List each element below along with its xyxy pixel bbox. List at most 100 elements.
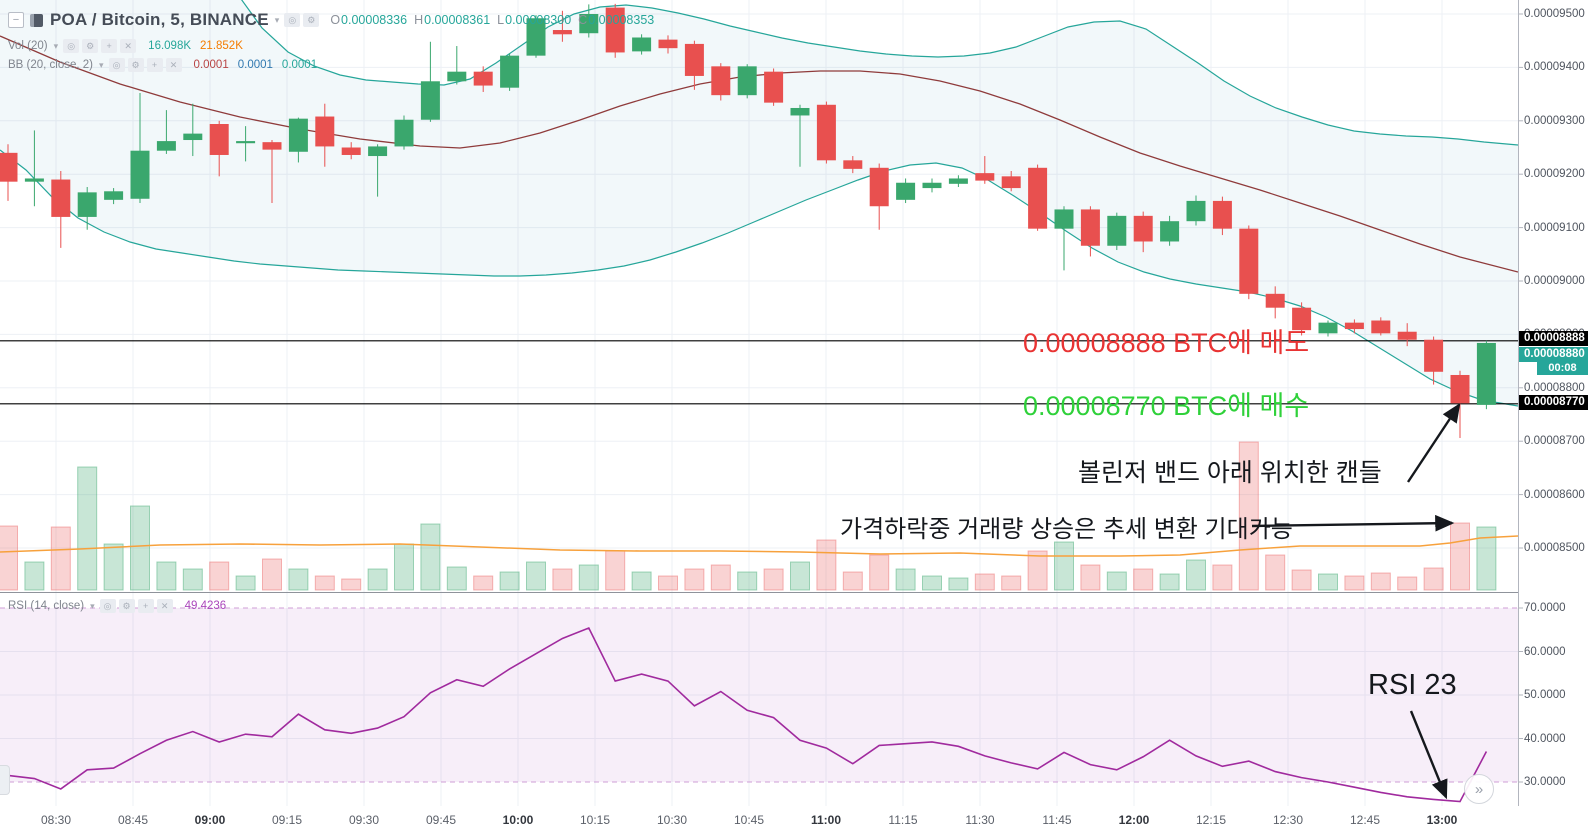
volume-ma-value: 21.852K <box>200 40 243 52</box>
rsi-indicator-legend: RSI (14, close) ▾ ◎ ⚙ + ✕ 49.4236 <box>8 597 226 615</box>
gridlines <box>0 0 1518 806</box>
eye-icon[interactable]: ◎ <box>63 39 80 53</box>
low-label: L <box>497 13 505 27</box>
time-tick-label: 13:00 <box>1426 813 1458 827</box>
time-tick-label: 08:45 <box>117 813 149 827</box>
time-tick-label: 09:00 <box>194 813 226 827</box>
high-label: H <box>414 13 424 27</box>
time-tick-label: 09:15 <box>271 813 303 827</box>
settings-icon[interactable]: ⚙ <box>303 13 320 27</box>
chart-style-icon[interactable] <box>30 13 43 27</box>
close-icon[interactable]: ✕ <box>120 39 137 53</box>
time-tick-label: 12:00 <box>1118 813 1150 827</box>
price-tick-label: 0.00009300 <box>1524 114 1585 127</box>
compare-icon[interactable]: ◎ <box>284 13 301 27</box>
rsi-caret-icon[interactable]: ▾ <box>90 600 95 611</box>
time-tick-label: 12:30 <box>1272 813 1304 827</box>
price-tick-label: 0.00008500 <box>1524 542 1585 554</box>
scroll-right-button[interactable]: » <box>1464 774 1494 804</box>
bollinger-bands <box>0 0 1518 407</box>
sell-level-annotation: 0.00008888 BTC에 매도 <box>1023 328 1310 358</box>
buy-level-annotation: 0.00008770 BTC에 매수 <box>1023 391 1310 421</box>
price-tick-label: 0.00009500 <box>1524 8 1585 20</box>
high-value: 0.00008361 <box>424 13 491 27</box>
symbol-title[interactable]: POA / Bitcoin, 5, BINANCE <box>50 10 269 29</box>
close-label: C <box>578 13 588 27</box>
rsi-tick-label: 60.0000 <box>1524 645 1566 658</box>
price-tick-label: 0.00009000 <box>1524 275 1585 287</box>
rsi-low-arrow <box>1409 710 1448 800</box>
bb-lower-value: 0.0001 <box>281 59 318 71</box>
price-tick-label: 0.00008700 <box>1524 435 1585 448</box>
time-tick-label: 10:00 <box>502 813 534 827</box>
time-tick-label: 10:15 <box>579 813 611 827</box>
rsi-tick-label: 50.0000 <box>1524 689 1566 701</box>
time-tick-label: 12:45 <box>1349 813 1381 827</box>
add-icon[interactable]: + <box>101 39 118 53</box>
bb-basis-value: 0.0001 <box>193 59 229 71</box>
volume-ma-line <box>0 535 1519 557</box>
symbol-legend: − POA / Bitcoin, 5, BINANCE ▾ ◎ ⚙ O0.000… <box>8 10 661 29</box>
rsi-value-annotation: RSI 23 <box>1368 669 1457 701</box>
time-tick-label: 09:45 <box>425 813 457 827</box>
rsi-line <box>7 626 1488 803</box>
low-value: 0.00008300 <box>505 13 572 27</box>
time-tick-label: 11:00 <box>810 813 842 827</box>
time-tick-label: 11:30 <box>965 813 995 827</box>
close-value: 0.00008353 <box>588 13 655 27</box>
open-value: 0.00008336 <box>341 13 408 27</box>
price-tick-label: 0.00008800 <box>1524 381 1585 394</box>
rsi-value: 49.4236 <box>184 600 227 612</box>
price-axis[interactable]: 0.00009500 0.00009400 0.00009300 0.00009200… <box>1518 0 1588 806</box>
eye-icon[interactable]: ◎ <box>108 58 125 72</box>
time-axis[interactable]: 08:30 08:45 09:00 09:15 09:30 09:45 10:00 10:15… <box>0 806 1588 838</box>
price-tick-label: 0.00009200 <box>1524 168 1585 181</box>
time-tick-label: 10:45 <box>733 813 765 827</box>
symbol-caret-icon[interactable]: ▾ <box>274 14 280 25</box>
bar-countdown: 00:08 <box>1537 361 1588 375</box>
bb-indicator-title[interactable]: BB (20, close, 2) <box>8 59 94 71</box>
gear-icon[interactable]: ⚙ <box>82 39 99 53</box>
volume-value: 16.098K <box>148 40 192 52</box>
time-tick-label: 10:30 <box>656 813 688 827</box>
volume-indicator-title[interactable]: Vol (20) <box>8 40 48 52</box>
drawing-toolbar-collapse-tab[interactable] <box>0 765 10 795</box>
volume-spike-arrow <box>1251 514 1455 532</box>
close-icon[interactable]: ✕ <box>156 599 173 613</box>
price-level-label: 0.00008880 <box>1519 347 1588 362</box>
volume-bars <box>0 441 1497 591</box>
collapse-panel-icon[interactable]: − <box>8 12 24 28</box>
close-icon[interactable]: ✕ <box>165 58 182 72</box>
price-level-label: 0.00008770 <box>1519 395 1588 410</box>
volume-caret-icon[interactable]: ▾ <box>53 40 59 51</box>
add-icon[interactable]: + <box>146 58 163 72</box>
price-level-label: 0.00008888 <box>1519 331 1588 346</box>
time-tick-label: 11:15 <box>888 813 918 827</box>
candles <box>0 3 1496 438</box>
rsi-tick-label: 70.0000 <box>1524 602 1566 614</box>
bb-candle-arrow <box>1406 402 1461 483</box>
time-tick-label: 08:30 <box>40 813 72 827</box>
open-label: O <box>330 13 341 27</box>
time-tick-label: 12:15 <box>1195 813 1227 827</box>
gear-icon[interactable]: ⚙ <box>127 58 144 72</box>
time-tick-label: 11:45 <box>1042 813 1072 827</box>
eye-icon[interactable]: ◎ <box>99 599 116 613</box>
price-tick-label: 0.00009100 <box>1524 221 1585 234</box>
bb-caret-icon[interactable]: ▾ <box>99 59 104 70</box>
rsi-tick-label: 40.0000 <box>1524 732 1566 745</box>
bb-indicator-legend: BB (20, close, 2) ▾ ◎ ⚙ + ✕ 0.0001 0.000… <box>8 56 317 74</box>
ohlc-readout: O0.00008336 H0.00008361 L0.00008300 C0.0000… <box>330 13 661 27</box>
bollinger-candle-annotation: 볼린저 밴드 아래 위치한 캔들 <box>1078 459 1382 487</box>
price-tick-label: 0.00008600 <box>1524 488 1585 501</box>
time-tick-label: 09:30 <box>348 813 380 827</box>
gear-icon[interactable]: ⚙ <box>118 599 135 613</box>
add-icon[interactable]: + <box>137 599 154 613</box>
rsi-pane <box>0 607 1518 803</box>
rsi-tick-label: 30.0000 <box>1524 776 1566 788</box>
rsi-indicator-title[interactable]: RSI (14, close) <box>8 600 85 612</box>
price-tick-label: 0.00009400 <box>1524 61 1585 74</box>
volume-trend-annotation: 가격하락중 거래량 상승은 추세 변환 기대가능 <box>840 516 1293 543</box>
